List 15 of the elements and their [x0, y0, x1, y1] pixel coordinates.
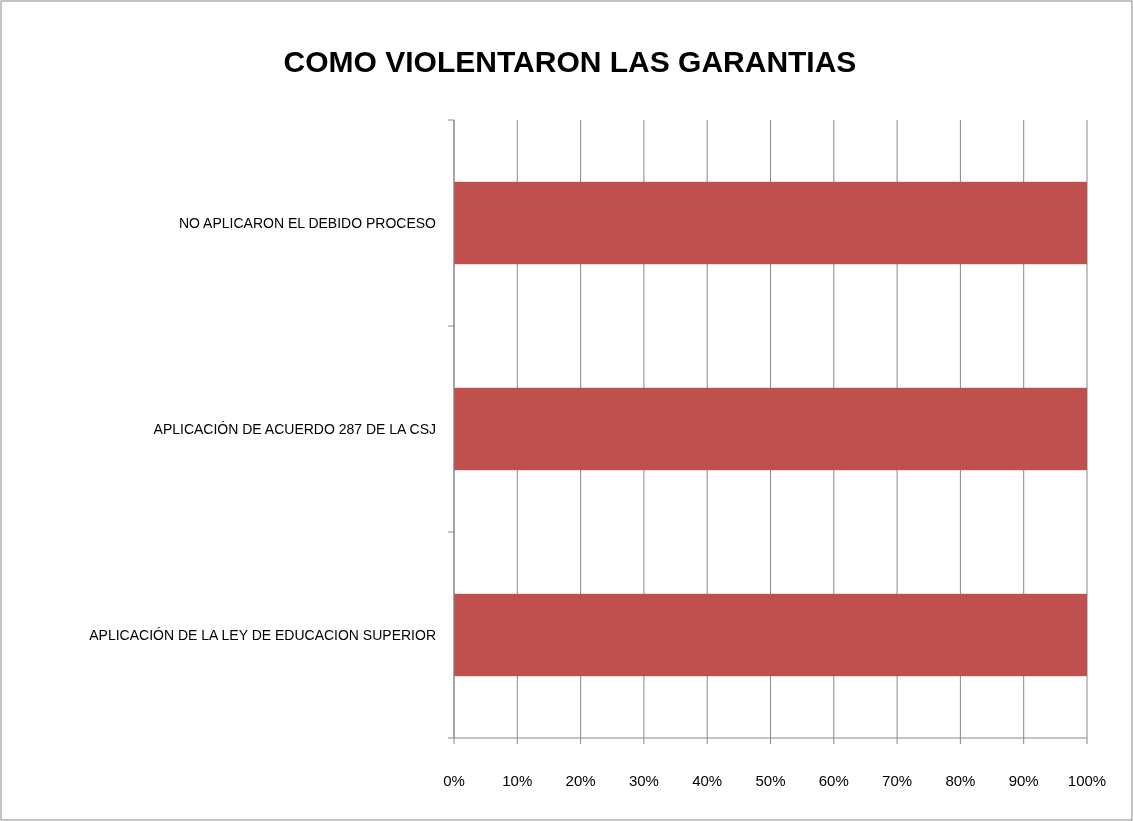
y-tick-label: APLICACIÓN DE ACUERDO 287 DE LA CSJ: [153, 420, 436, 437]
y-tick-label: NO APLICARON EL DEBIDO PROCESO: [179, 214, 437, 231]
x-tick-label: 30%: [628, 772, 659, 789]
x-tick-label: 10%: [502, 772, 533, 789]
x-tick-label: 0%: [443, 772, 465, 789]
x-tick-label: 20%: [565, 772, 596, 789]
x-tick-label: 100%: [1067, 772, 1107, 789]
x-tick-label: 80%: [945, 772, 976, 789]
y-tick-label: APLICACIÓN DE LA LEY DE EDUCACION SUPERIOR: [89, 626, 436, 643]
x-tick-label: 40%: [692, 772, 723, 789]
x-tick-label: 50%: [755, 772, 786, 789]
x-tick-label: 70%: [882, 772, 913, 789]
x-tick-label: 90%: [1008, 772, 1039, 789]
chart-title: COMO VIOLENTARON LAS GARANTIAS: [283, 45, 857, 78]
x-tick-label: 60%: [818, 772, 849, 789]
